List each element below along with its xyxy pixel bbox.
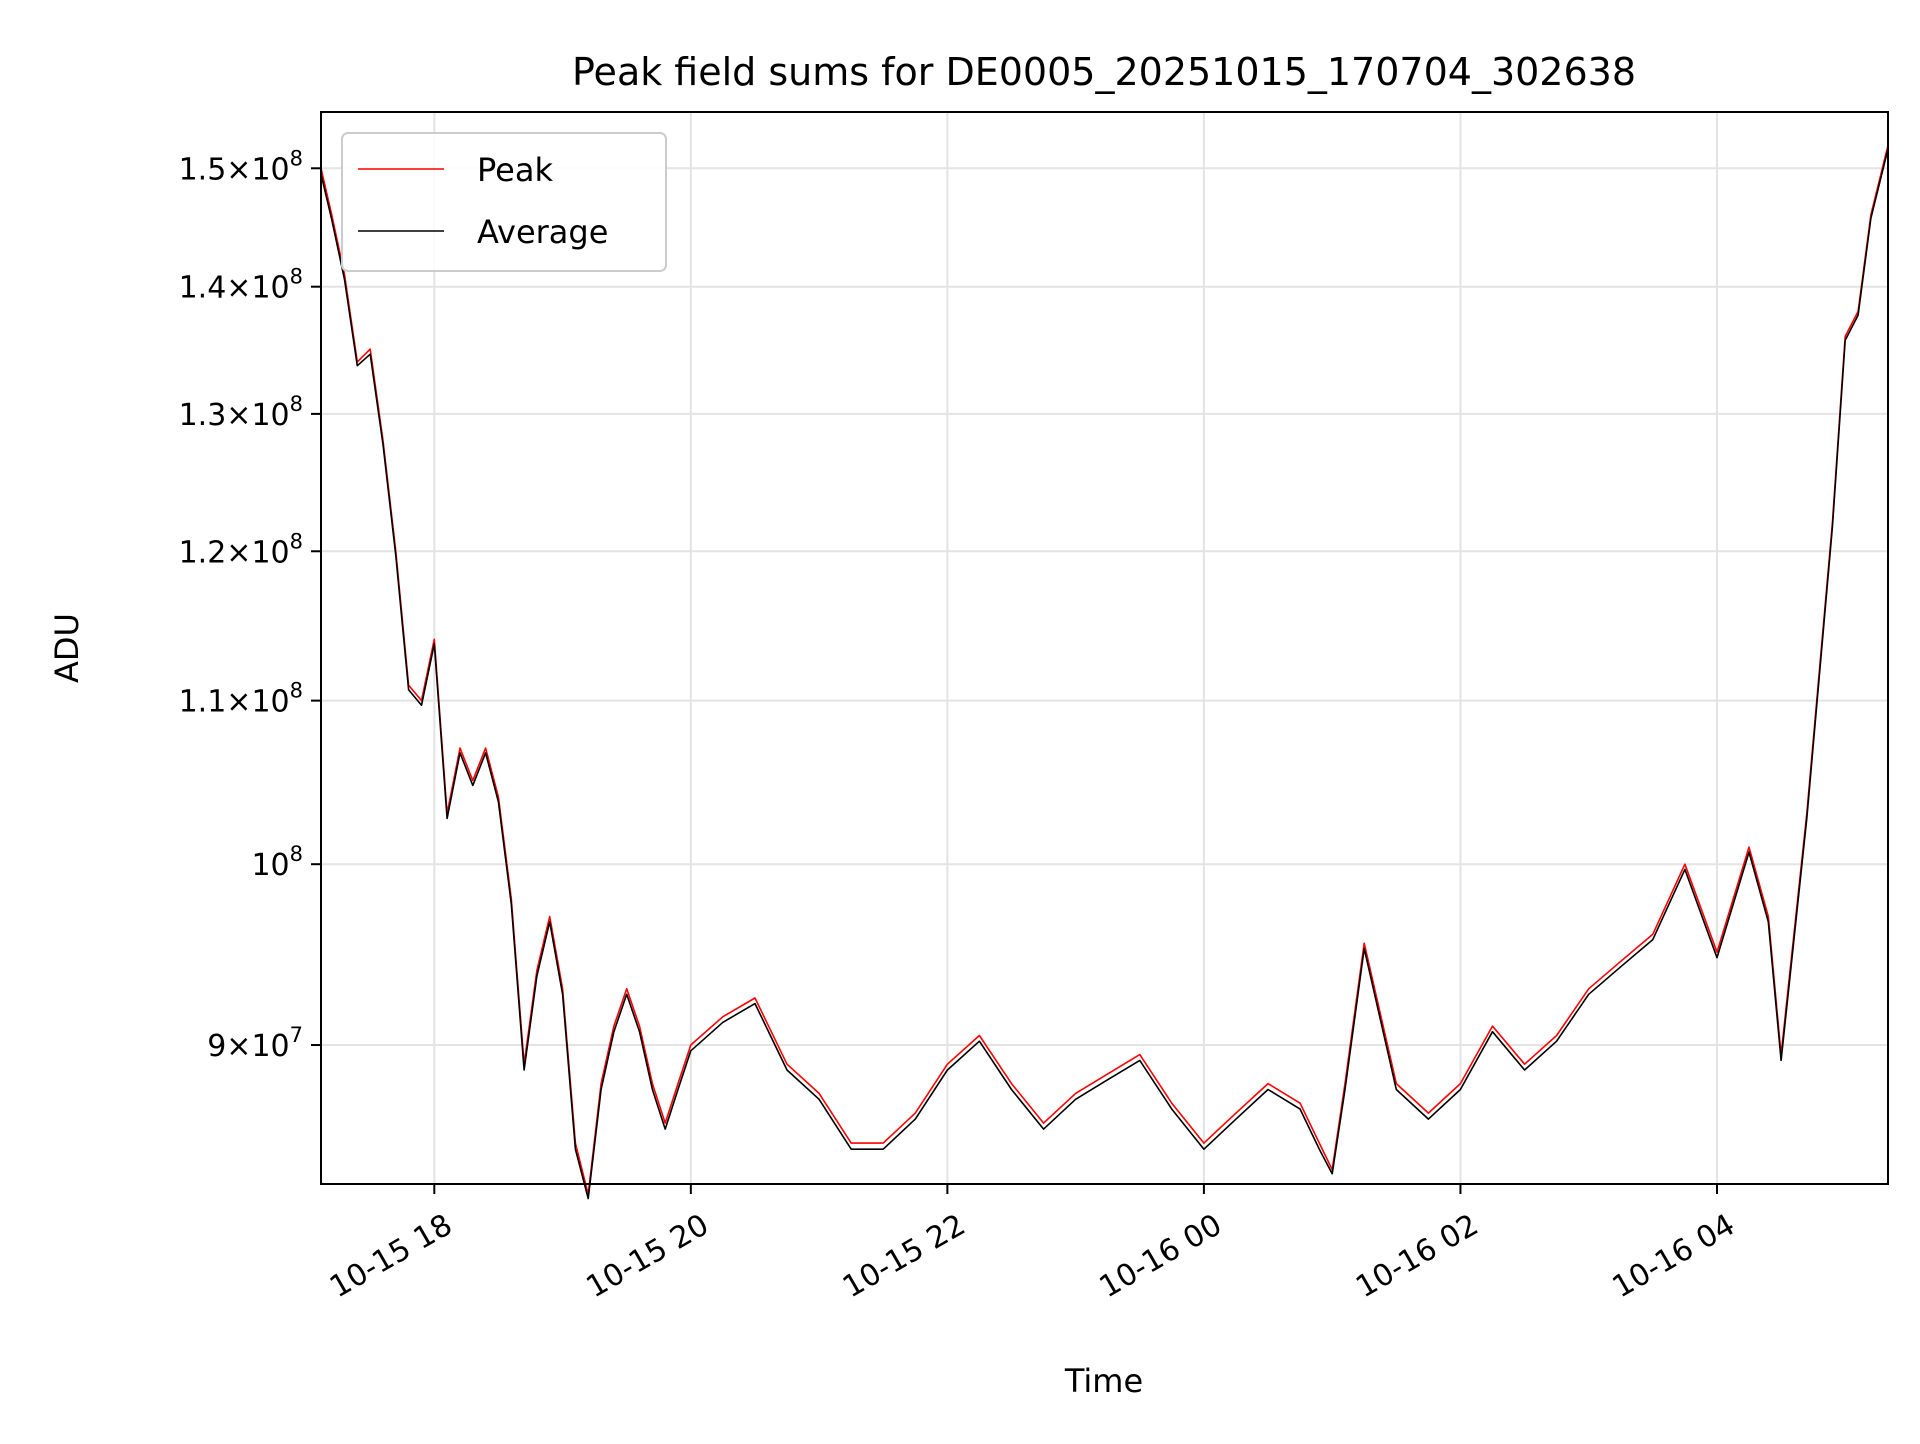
y-tick-label: 1.1×108 bbox=[179, 679, 303, 720]
legend: Peak Average bbox=[341, 132, 667, 272]
x-axis-title: Time bbox=[1064, 1362, 1143, 1400]
series-line-average bbox=[320, 148, 1889, 1200]
y-axis-ticks: 9×107 108 1.1×108 1.2×108 1.3×108 1.4×108 1.5×… bbox=[179, 146, 321, 1064]
y-tick-label: 108 bbox=[251, 842, 303, 883]
series-lines bbox=[320, 145, 1889, 1200]
legend-label-peak: Peak bbox=[477, 151, 553, 189]
y-tick-label: 1.4×108 bbox=[179, 265, 303, 306]
plot-frame bbox=[320, 111, 1889, 1185]
grid-lines bbox=[321, 112, 1888, 1184]
series-line-peak bbox=[320, 145, 1889, 1196]
y-tick-label: 1.3×108 bbox=[179, 392, 303, 433]
y-axis-title: ADU bbox=[48, 613, 86, 683]
y-tick-label: 1.5×108 bbox=[179, 146, 303, 187]
chart-title: Peak field sums for DE0005_20251015_1707… bbox=[572, 50, 1636, 94]
legend-box bbox=[341, 132, 667, 272]
legend-label-average: Average bbox=[477, 213, 608, 251]
y-tick-label: 1.2×108 bbox=[179, 529, 303, 570]
y-tick-label: 9×107 bbox=[207, 1023, 303, 1064]
